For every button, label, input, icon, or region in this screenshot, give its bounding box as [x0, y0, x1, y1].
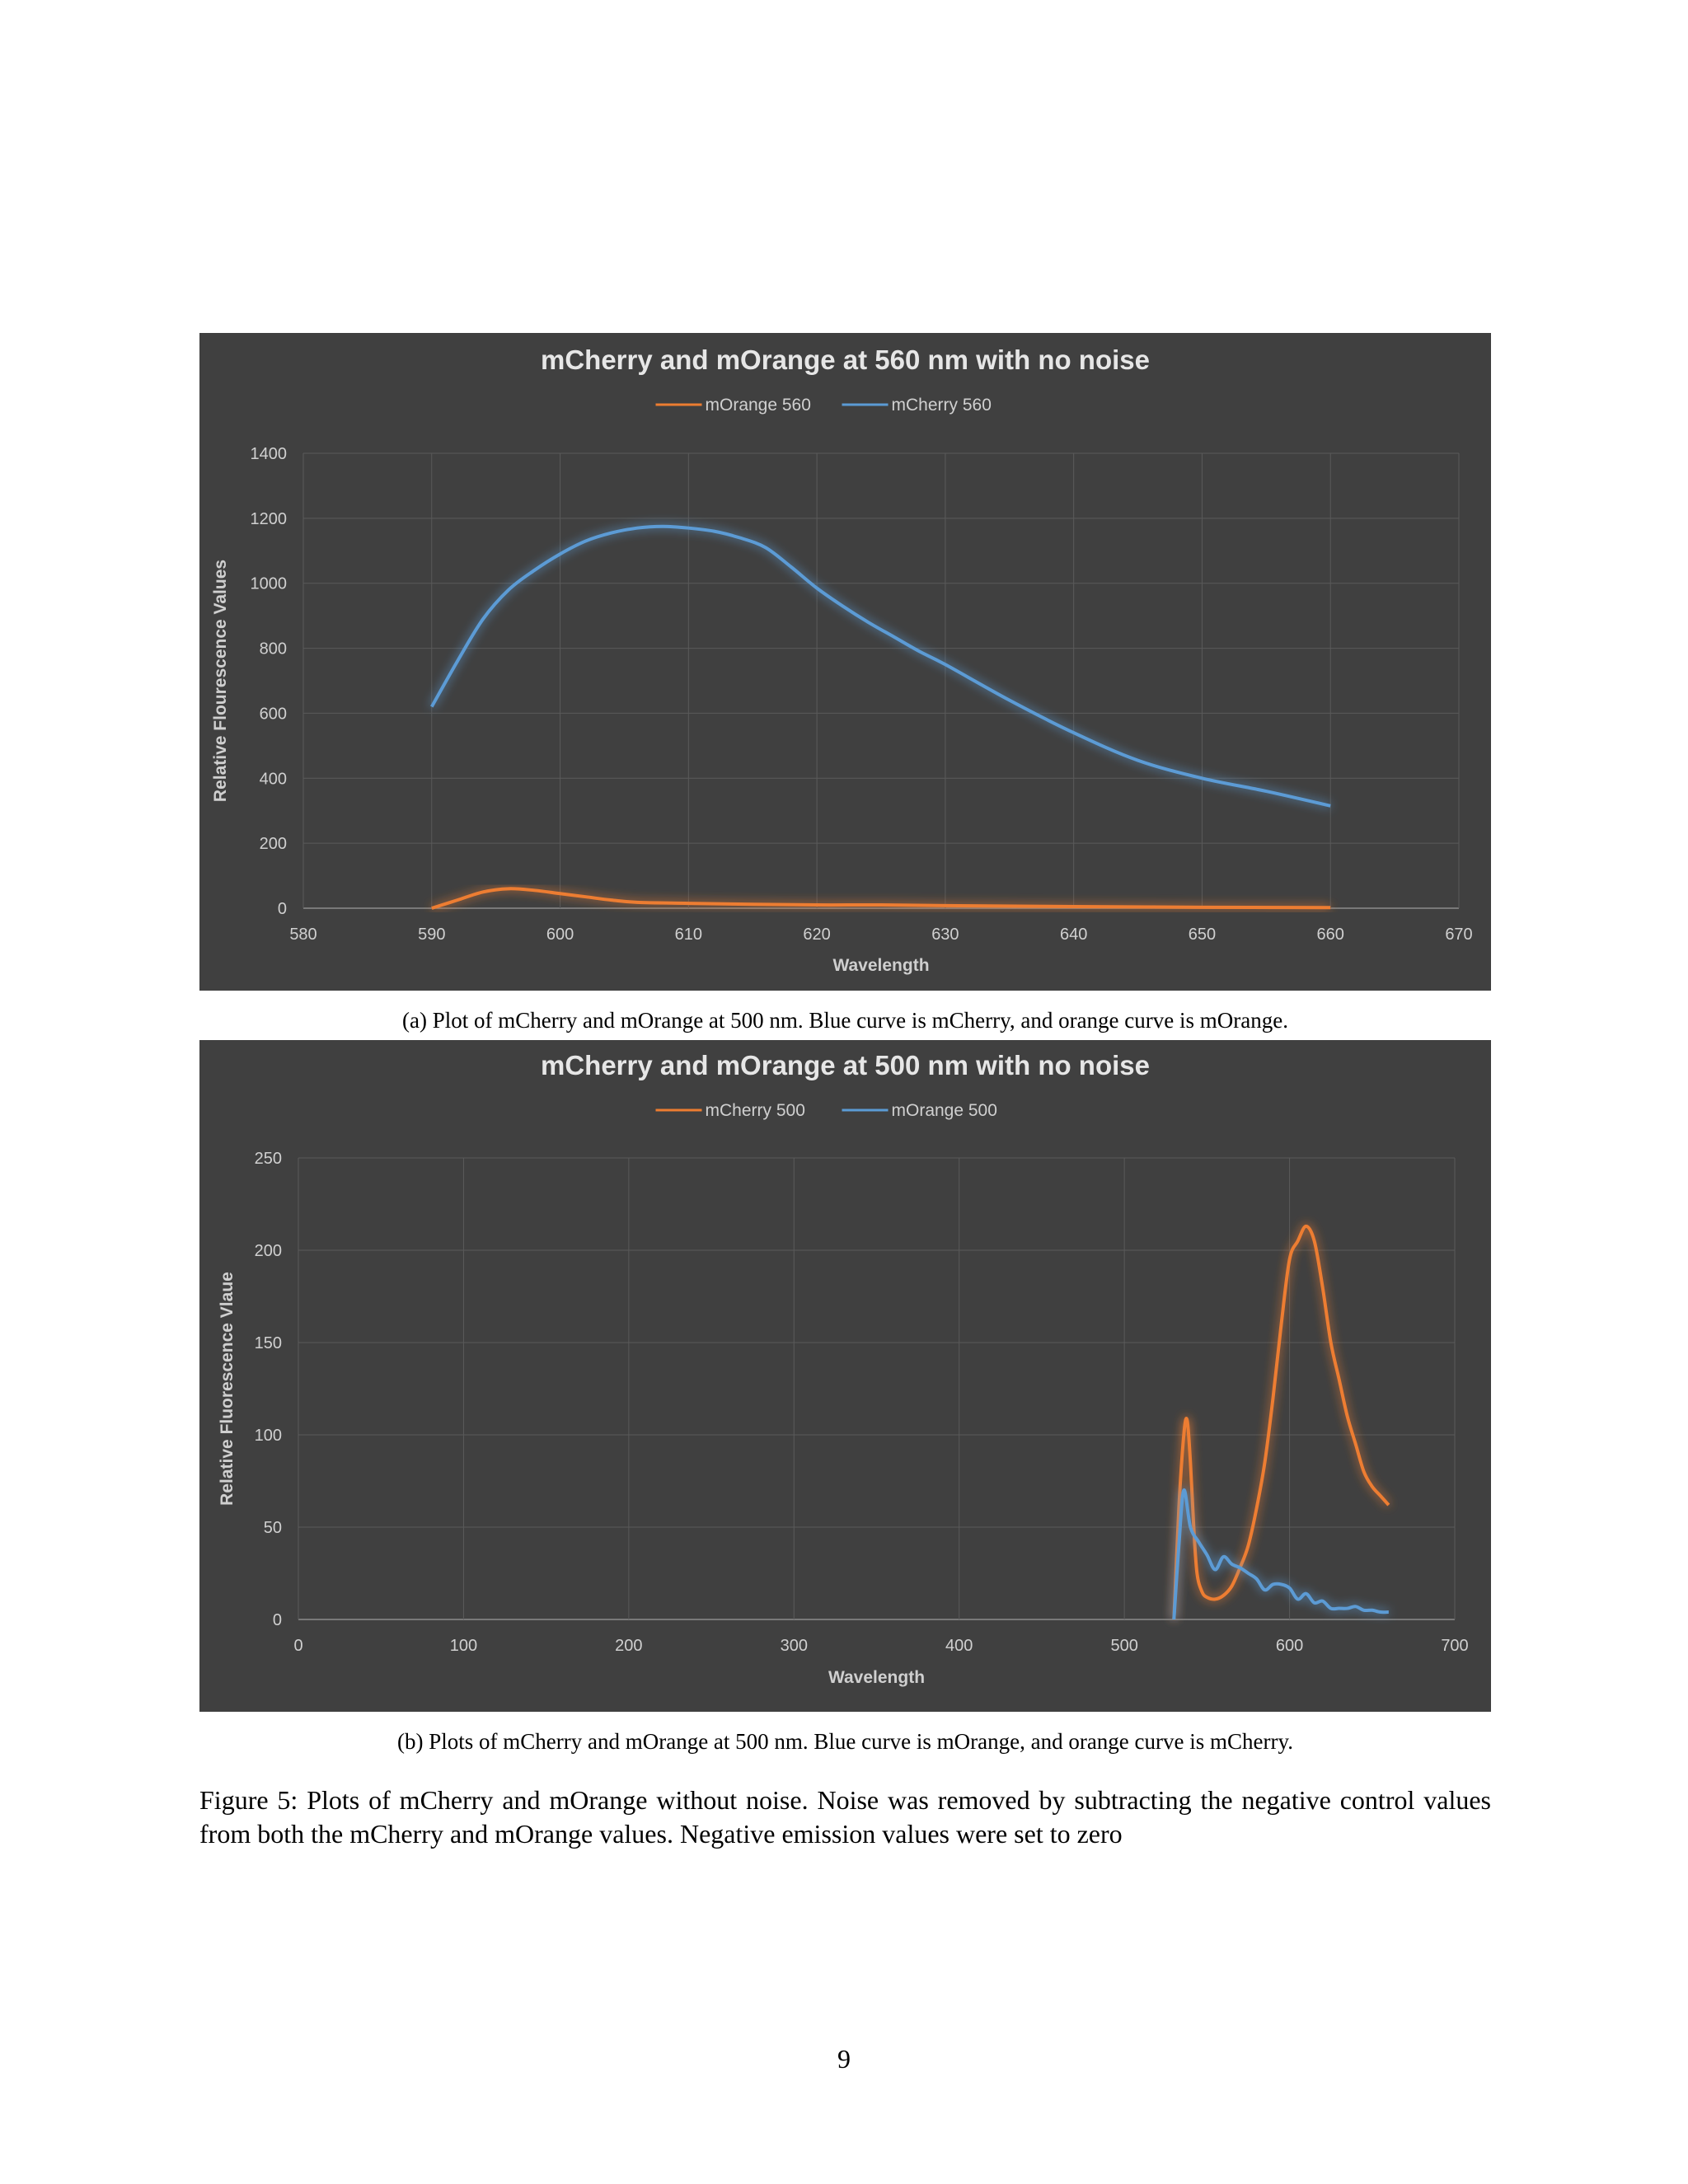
- page-number: 9: [837, 2044, 851, 2074]
- chart-b-ytick-0: 0: [273, 1611, 282, 1629]
- chart-a-ytick-0: 0: [278, 900, 287, 918]
- chart-a: mCherry and mOrange at 560 nm with no no…: [199, 333, 1491, 991]
- chart-a-xtick-4: 620: [803, 926, 830, 944]
- chart-b-xtick-7: 700: [1441, 1637, 1468, 1655]
- chart-b-xtick-3: 300: [781, 1637, 808, 1655]
- figure-caption: Figure 5: Plots of mCherry and mOrange w…: [199, 1785, 1491, 1849]
- chart-a-xlabel: Wavelength: [832, 956, 929, 975]
- chart-b-series-1-line: [1172, 1488, 1389, 1620]
- chart-b-legend-label-0: mCherry 500: [706, 1101, 805, 1120]
- chart-a-xtick-8: 660: [1317, 926, 1344, 944]
- caption-b: (b) Plots of mCherry and mOrange at 500 …: [397, 1729, 1293, 1754]
- chart-b-ylabel: Relative Fluorescence Vlaue: [218, 1272, 237, 1506]
- chart-b-legend-1: mOrange 500: [842, 1101, 997, 1120]
- chart-a-series-0-line: [431, 887, 1331, 910]
- chart-b-series-0-line: [1172, 1224, 1390, 1620]
- chart-b-xtick-2: 200: [615, 1637, 642, 1655]
- chart-b: mCherry and mOrange at 500 nm with no no…: [199, 1040, 1491, 1712]
- chart-b-xtick-0: 0: [293, 1637, 302, 1655]
- chart-a-ytick-6: 1200: [251, 510, 288, 528]
- chart-a-xtick-7: 650: [1189, 926, 1216, 944]
- chart-b-title: mCherry and mOrange at 500 nm with no no…: [541, 1050, 1150, 1080]
- chart-b-ytick-5: 250: [255, 1150, 282, 1168]
- chart-a-ytick-3: 600: [260, 705, 287, 723]
- chart-a-xtick-2: 600: [546, 926, 574, 944]
- chart-a-ytick-4: 800: [260, 640, 287, 658]
- chart-a-ytick-5: 1000: [251, 575, 288, 593]
- chart-a-xtick-0: 580: [289, 926, 316, 944]
- chart-a-title: mCherry and mOrange at 560 nm with no no…: [541, 344, 1150, 375]
- chart-a-xtick-1: 590: [418, 926, 445, 944]
- chart-b-xtick-1: 100: [450, 1637, 477, 1655]
- chart-b-xtick-6: 600: [1276, 1637, 1303, 1655]
- chart-a-xtick-6: 640: [1060, 926, 1087, 944]
- chart-b-ytick-1: 50: [264, 1519, 282, 1537]
- chart-b-ytick-3: 150: [255, 1334, 282, 1352]
- chart-a-xtick-5: 630: [931, 926, 959, 944]
- chart-a-series-1-line: [430, 524, 1331, 808]
- chart-a-legend-0: mOrange 560: [655, 396, 811, 415]
- chart-a-legend-label-0: mOrange 560: [706, 396, 811, 415]
- chart-a-xtick-9: 670: [1445, 926, 1472, 944]
- chart-b-legend-label-1: mOrange 500: [892, 1101, 997, 1120]
- chart-a-ytick-2: 400: [260, 770, 287, 788]
- chart-a-legend-label-1: mCherry 560: [892, 396, 992, 415]
- chart-b-legend-0: mCherry 500: [655, 1101, 805, 1120]
- chart-a-svg: mCherry and mOrange at 560 nm with no no…: [211, 344, 1473, 975]
- chart-b-xtick-5: 500: [1110, 1637, 1137, 1655]
- caption-a: (a) Plot of mCherry and mOrange at 500 n…: [402, 1008, 1288, 1033]
- chart-b-ytick-2: 100: [255, 1427, 282, 1445]
- chart-b-svg: mCherry and mOrange at 500 nm with no no…: [218, 1050, 1469, 1687]
- chart-b-ytick-4: 200: [255, 1242, 282, 1260]
- chart-a-ytick-1: 200: [260, 835, 287, 853]
- chart-b-xtick-4: 400: [945, 1637, 973, 1655]
- chart-a-legend-1: mCherry 560: [842, 396, 992, 415]
- chart-a-xtick-3: 610: [675, 926, 702, 944]
- chart-a-ylabel: Relative Flourescence Values: [211, 560, 230, 802]
- chart-a-ytick-7: 1400: [251, 445, 288, 463]
- chart-b-xlabel: Wavelength: [828, 1668, 925, 1687]
